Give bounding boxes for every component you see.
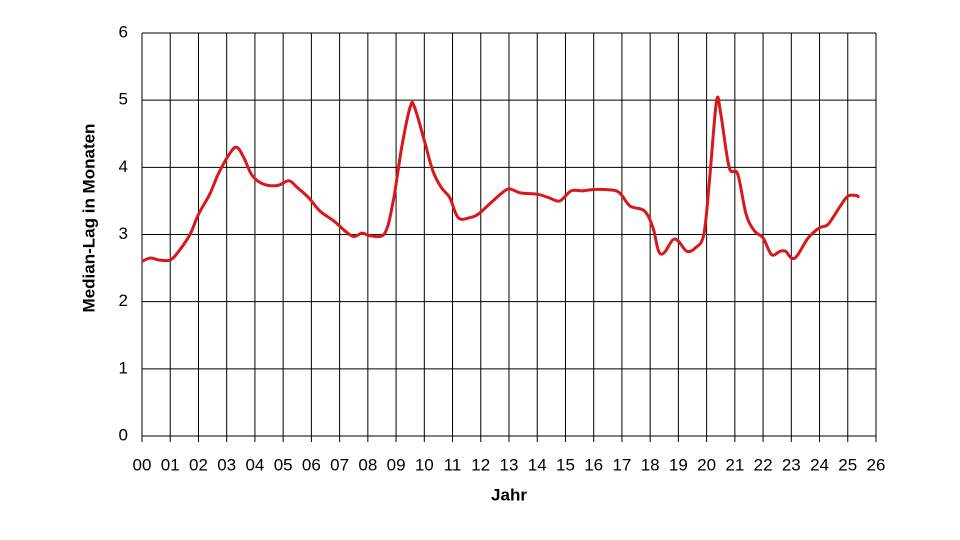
x-tick-label: 08 bbox=[358, 455, 377, 474]
x-tick-label: 24 bbox=[810, 455, 829, 474]
y-tick-label: 1 bbox=[119, 358, 128, 377]
x-tick-label: 09 bbox=[387, 455, 406, 474]
y-tick-label: 3 bbox=[119, 224, 128, 243]
x-tick-label: 18 bbox=[641, 455, 660, 474]
x-tick-label: 00 bbox=[133, 455, 152, 474]
x-tick-label: 17 bbox=[612, 455, 631, 474]
x-tick-label: 06 bbox=[302, 455, 321, 474]
x-axis-title: Jahr bbox=[491, 485, 527, 504]
data-line bbox=[141, 95, 861, 263]
x-tick-label: 12 bbox=[471, 455, 490, 474]
x-tick-label: 19 bbox=[669, 455, 688, 474]
y-tick-label: 6 bbox=[119, 22, 128, 41]
x-tick-label: 20 bbox=[697, 455, 716, 474]
x-tick-label: 01 bbox=[161, 455, 180, 474]
y-tick-label: 0 bbox=[119, 425, 128, 444]
x-tick-label: 05 bbox=[274, 455, 293, 474]
y-tick-label: 2 bbox=[119, 291, 128, 310]
x-tick-label: 21 bbox=[725, 455, 744, 474]
x-tick-label: 14 bbox=[528, 455, 547, 474]
x-tick-label: 11 bbox=[444, 455, 462, 474]
x-tick-label: 02 bbox=[189, 455, 208, 474]
x-tick-label: 03 bbox=[217, 455, 236, 474]
x-tick-label: 15 bbox=[556, 455, 575, 474]
x-tick-label: 13 bbox=[500, 455, 519, 474]
x-tick-label: 25 bbox=[838, 455, 857, 474]
y-tick-label: 4 bbox=[119, 157, 128, 176]
x-tick-label: 04 bbox=[245, 455, 264, 474]
y-axis-title: Median-Lag in Monaten bbox=[79, 124, 98, 313]
x-tick-label: 16 bbox=[584, 455, 603, 474]
x-tick-label: 23 bbox=[782, 455, 801, 474]
x-tick-label: 10 bbox=[415, 455, 434, 474]
x-tick-label: 07 bbox=[330, 455, 349, 474]
y-tick-label: 5 bbox=[119, 90, 128, 109]
x-tick-label: 26 bbox=[867, 455, 886, 474]
x-tick-label: 22 bbox=[754, 455, 773, 474]
